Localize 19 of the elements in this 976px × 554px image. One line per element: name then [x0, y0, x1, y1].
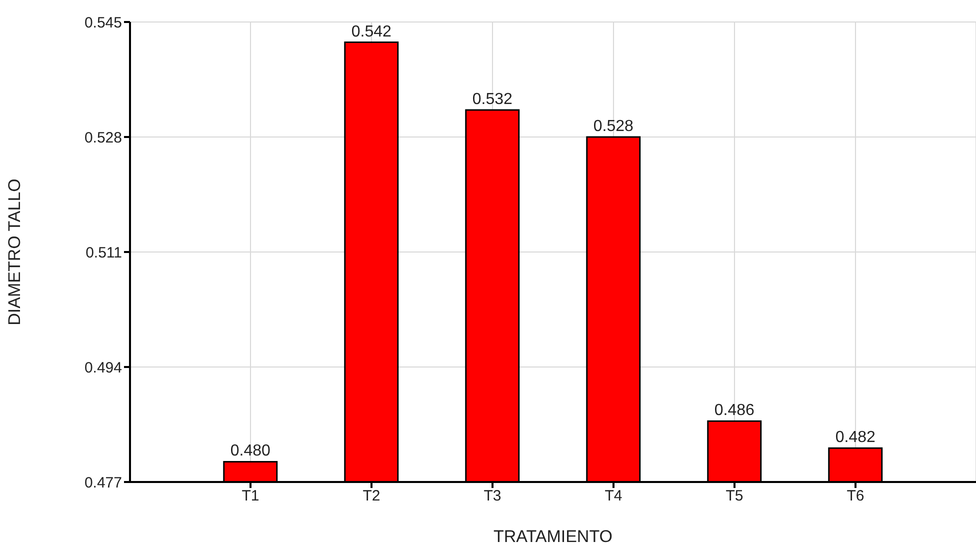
y-axis-title: DIAMETRO TALLO — [5, 178, 24, 326]
x-tick-label: T2 — [362, 488, 380, 505]
data-label: 0.482 — [835, 429, 876, 446]
data-label: 0.486 — [714, 402, 754, 420]
x-tick-label: T4 — [604, 488, 622, 505]
data-label: 0.528 — [593, 118, 634, 135]
y-tick-label: 0.511 — [86, 244, 122, 262]
x-tick-label: T6 — [846, 488, 864, 505]
x-tick-label: T5 — [726, 488, 744, 505]
data-label: 0.532 — [472, 90, 512, 108]
y-tick-label: 0.528 — [84, 129, 122, 146]
y-tick-label: 0.494 — [84, 359, 122, 376]
y-tick-label: 0.477 — [84, 474, 122, 492]
data-label: 0.480 — [230, 442, 270, 460]
x-tick-label: T3 — [484, 488, 502, 505]
y-tick-label: 0.545 — [84, 14, 122, 32]
x-tick-label: T1 — [242, 488, 260, 505]
x-axis-title: TRATAMIENTO — [494, 527, 612, 546]
data-label: 0.542 — [351, 23, 392, 40]
